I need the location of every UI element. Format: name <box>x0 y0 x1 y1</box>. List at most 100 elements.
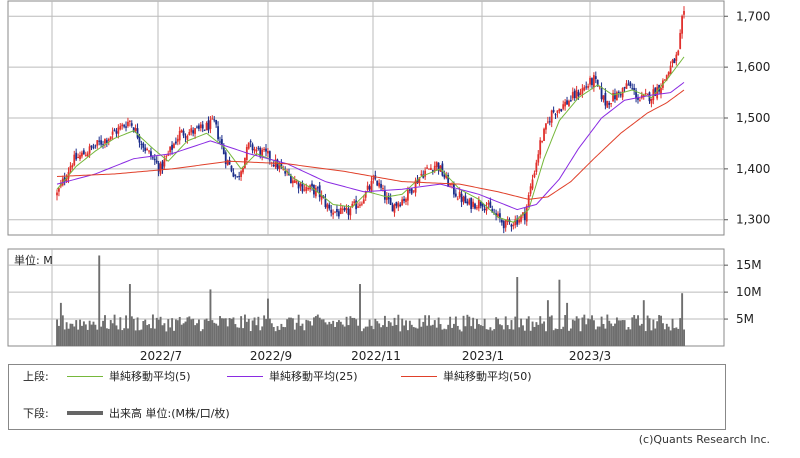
volume-bar <box>382 325 384 346</box>
volume-bar <box>345 316 348 346</box>
volume-bar <box>633 315 636 346</box>
candle <box>86 151 89 158</box>
candle <box>75 148 78 161</box>
candle <box>600 82 603 102</box>
volume-bar <box>173 330 175 346</box>
legend-swatch-volume <box>67 411 103 415</box>
volume-bar <box>510 320 513 346</box>
volume-bar <box>401 318 404 346</box>
candle <box>428 168 430 170</box>
candle <box>142 141 145 152</box>
volume-bar <box>297 314 300 346</box>
candle <box>541 140 544 144</box>
volume-bar <box>251 320 254 346</box>
volume-bar <box>228 318 231 346</box>
price-y-tick-label: 1,300 <box>736 213 770 227</box>
candle <box>638 98 641 102</box>
volume-bar <box>138 330 141 346</box>
candle <box>307 186 310 191</box>
candle <box>635 87 637 103</box>
candle <box>132 127 135 133</box>
candle <box>357 202 359 209</box>
volume-bar <box>462 315 465 346</box>
volume-bar <box>182 323 185 346</box>
volume-bar <box>190 319 193 346</box>
volume-bar <box>265 319 267 346</box>
volume-bar <box>96 329 99 346</box>
candle <box>403 195 405 204</box>
volume-bar <box>508 329 511 346</box>
volume-bar <box>320 319 323 346</box>
candle <box>673 58 676 64</box>
candle <box>253 146 256 154</box>
candle <box>207 116 210 134</box>
volume-bar <box>69 323 72 346</box>
candle <box>119 123 122 131</box>
volume-bar <box>295 322 298 346</box>
volume-bar <box>98 255 101 346</box>
candle <box>552 106 555 114</box>
volume-bar <box>491 330 494 346</box>
candle <box>77 153 79 159</box>
candle <box>81 150 83 159</box>
candle <box>128 120 131 127</box>
candle <box>646 93 649 95</box>
candle <box>213 115 216 123</box>
candle <box>594 71 597 84</box>
volume-bar <box>598 326 601 346</box>
candle <box>130 120 133 128</box>
volume-bar <box>451 327 453 346</box>
candle <box>569 95 572 102</box>
candle <box>405 197 407 206</box>
volume-bar <box>596 326 599 346</box>
volume-bar <box>209 289 212 346</box>
candle <box>107 137 110 146</box>
volume-bar <box>556 329 559 346</box>
candle <box>466 198 469 206</box>
volume-bar <box>311 325 314 346</box>
candle <box>157 160 160 177</box>
volume-bar <box>94 324 97 346</box>
volume-bar <box>449 316 452 346</box>
volume-bar <box>368 319 371 346</box>
candle <box>383 185 386 204</box>
candle <box>397 201 400 212</box>
volume-bar <box>211 320 214 346</box>
volume-bar <box>479 325 482 346</box>
ma50-line <box>56 89 685 200</box>
volume-bar <box>537 324 540 346</box>
candle <box>311 180 313 191</box>
volume-bar <box>219 316 221 346</box>
volume-bar <box>671 318 674 346</box>
candle <box>631 83 634 91</box>
candle <box>602 95 605 103</box>
candle <box>583 85 586 92</box>
candle <box>173 142 175 149</box>
volume-bar <box>71 323 74 346</box>
volume-bar <box>512 329 515 346</box>
volume-bar <box>527 316 530 346</box>
candle <box>320 190 323 205</box>
candle <box>499 208 501 223</box>
volume-bar <box>673 328 676 346</box>
volume-bar <box>564 315 567 346</box>
candle <box>443 170 446 180</box>
volume-bar <box>575 316 578 346</box>
volume-bar <box>585 324 588 346</box>
volume-bar <box>121 330 124 346</box>
candle <box>123 123 126 129</box>
volume-bar <box>270 323 273 346</box>
candle <box>462 195 465 205</box>
candle <box>272 161 275 168</box>
candle <box>399 202 402 208</box>
volume-bar <box>675 327 678 346</box>
volume-bar <box>330 323 333 346</box>
volume-bar <box>447 324 450 346</box>
candle <box>510 223 513 232</box>
price-y-tick-label: 1,600 <box>736 60 770 74</box>
volume-bar <box>635 318 638 346</box>
volume-bar <box>82 321 85 346</box>
volume-bar <box>535 322 538 346</box>
candle <box>111 127 114 140</box>
candle <box>564 99 567 111</box>
